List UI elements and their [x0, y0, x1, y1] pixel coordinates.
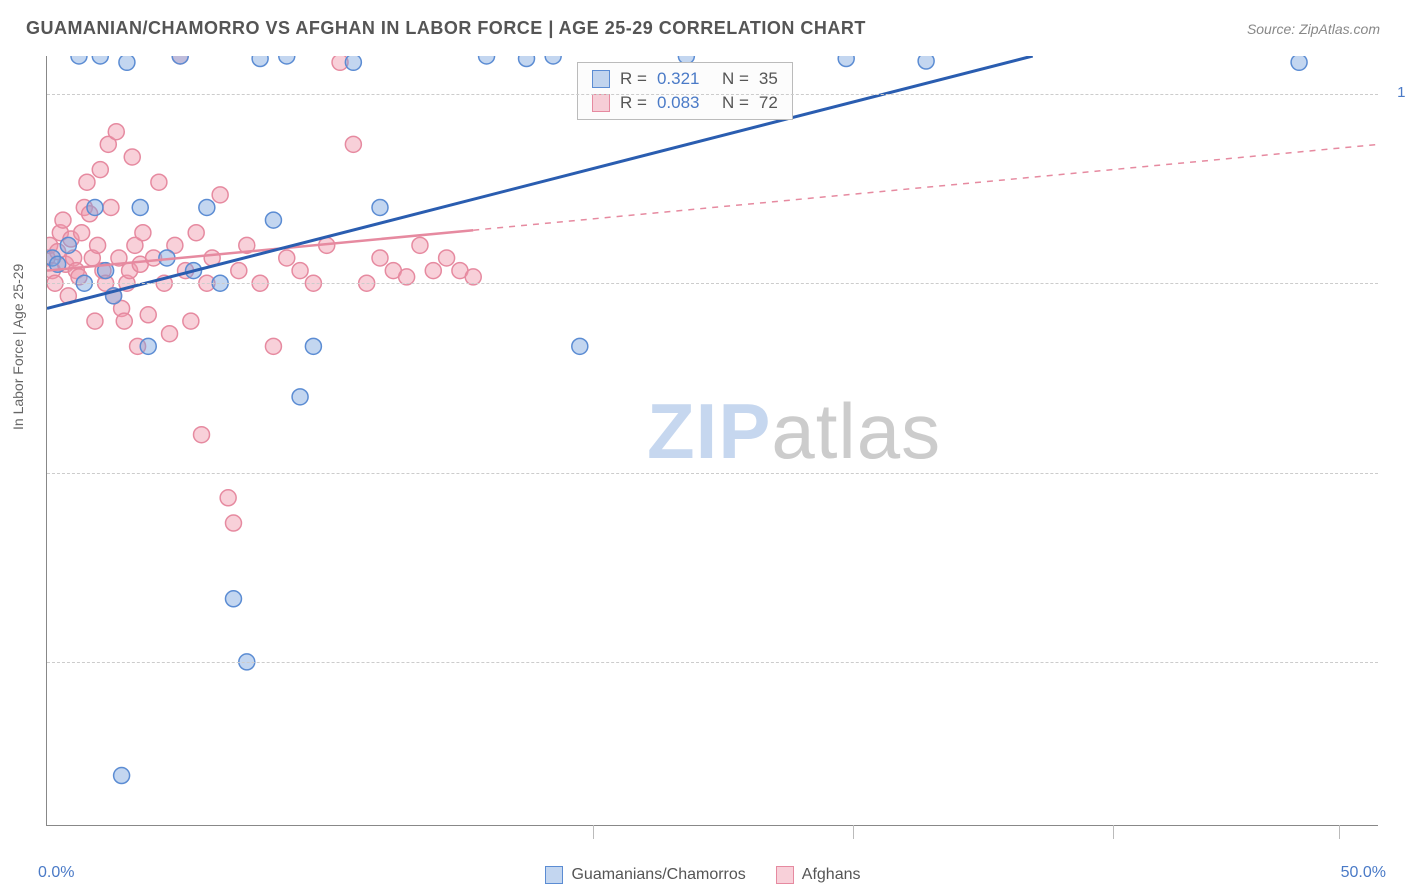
correlation-stats-box: R = 0.321 N = 35 R = 0.083 N = 72: [577, 62, 793, 120]
y-tick-label: 55.0%: [1388, 652, 1406, 669]
chart-plot-area: ZIPatlas R = 0.321 N = 35 R = 0.083 N = …: [46, 56, 1378, 826]
legend-item-series1: Guamanians/Chamorros: [545, 866, 745, 884]
swatch-series2: [776, 866, 794, 884]
y-tick-label: 100.0%: [1388, 84, 1406, 101]
stats-row-series1: R = 0.321 N = 35: [592, 67, 778, 91]
y-axis-label: In Labor Force | Age 25-29: [10, 264, 26, 430]
y-tick-label: 70.0%: [1388, 463, 1406, 480]
source-label: Source: ZipAtlas.com: [1247, 21, 1380, 37]
legend-item-series2: Afghans: [776, 866, 861, 884]
scatter-svg: [47, 56, 1379, 826]
bottom-legend: Guamanians/Chamorros Afghans: [0, 866, 1406, 884]
swatch-series2: [592, 94, 610, 112]
y-tick-label: 85.0%: [1388, 273, 1406, 290]
swatch-series1: [545, 866, 563, 884]
swatch-series1: [592, 70, 610, 88]
chart-title: GUAMANIAN/CHAMORRO VS AFGHAN IN LABOR FO…: [26, 18, 866, 39]
